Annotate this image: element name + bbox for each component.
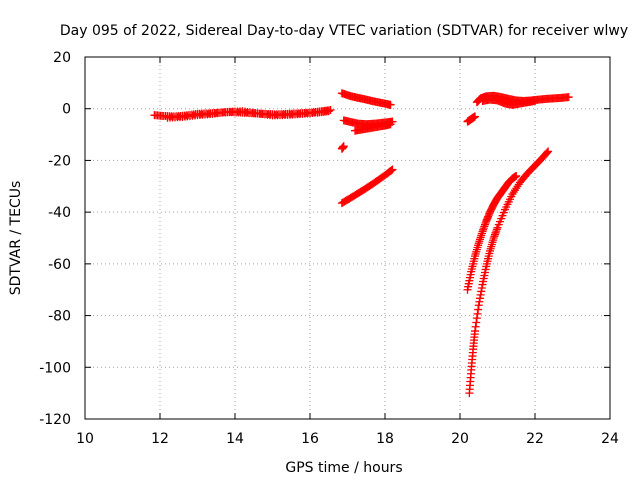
y-tick-label: -120 (39, 412, 71, 428)
y-tick-label: -60 (48, 257, 71, 273)
y-tick-labels: 20 0 -20 -40 -60 -80 -100 -120 (39, 50, 71, 428)
data-point (386, 120, 395, 129)
series-arc-6 (337, 142, 348, 153)
data-points (150, 89, 573, 398)
data-point (326, 106, 335, 115)
data-point (324, 107, 333, 116)
plot-frame (84, 56, 611, 420)
x-tick-label: 12 (151, 431, 169, 447)
grid-lines (85, 57, 610, 419)
y-tick-label: -80 (48, 309, 71, 325)
series-arc-11 (463, 171, 521, 294)
chart-title: Day 095 of 2022, Sidereal Day-to-day VTE… (60, 23, 628, 39)
y-tick-label: 20 (53, 50, 71, 66)
data-point (543, 148, 552, 157)
x-tick-label: 18 (376, 431, 394, 447)
x-tick-label: 16 (301, 431, 319, 447)
x-tick-label: 14 (226, 431, 244, 447)
data-point (531, 96, 539, 105)
x-tick-label: 10 (76, 431, 94, 447)
data-point (564, 93, 573, 102)
series-arc-5 (351, 120, 395, 135)
y-tick-label: -20 (48, 153, 71, 169)
axis-ticks (84, 56, 611, 420)
series-arc-3 (337, 89, 395, 109)
data-point (512, 171, 521, 180)
y-tick-label: 0 (62, 102, 71, 118)
data-point (471, 112, 479, 121)
series-arc-12 (465, 147, 553, 398)
x-tick-label: 20 (451, 431, 469, 447)
x-tick-label: 22 (526, 431, 544, 447)
data-point (387, 166, 396, 175)
x-tick-labels: 10 12 14 16 18 20 22 24 (76, 431, 619, 447)
data-point (386, 166, 395, 175)
data-point (386, 100, 395, 109)
series-arc-2 (163, 107, 333, 122)
y-tick-label: -40 (48, 205, 71, 221)
series-arc-8 (463, 112, 479, 126)
y-axis-label: SDTVAR / TECUs (8, 181, 24, 296)
series-arc-10 (478, 95, 539, 109)
series-arc-7 (337, 165, 397, 208)
data-point (388, 165, 397, 174)
x-tick-label: 24 (601, 431, 619, 447)
y-tick-label: -100 (39, 360, 71, 376)
data-point (544, 147, 553, 156)
data-point (339, 142, 348, 151)
x-axis-label: GPS time / hours (285, 460, 402, 476)
